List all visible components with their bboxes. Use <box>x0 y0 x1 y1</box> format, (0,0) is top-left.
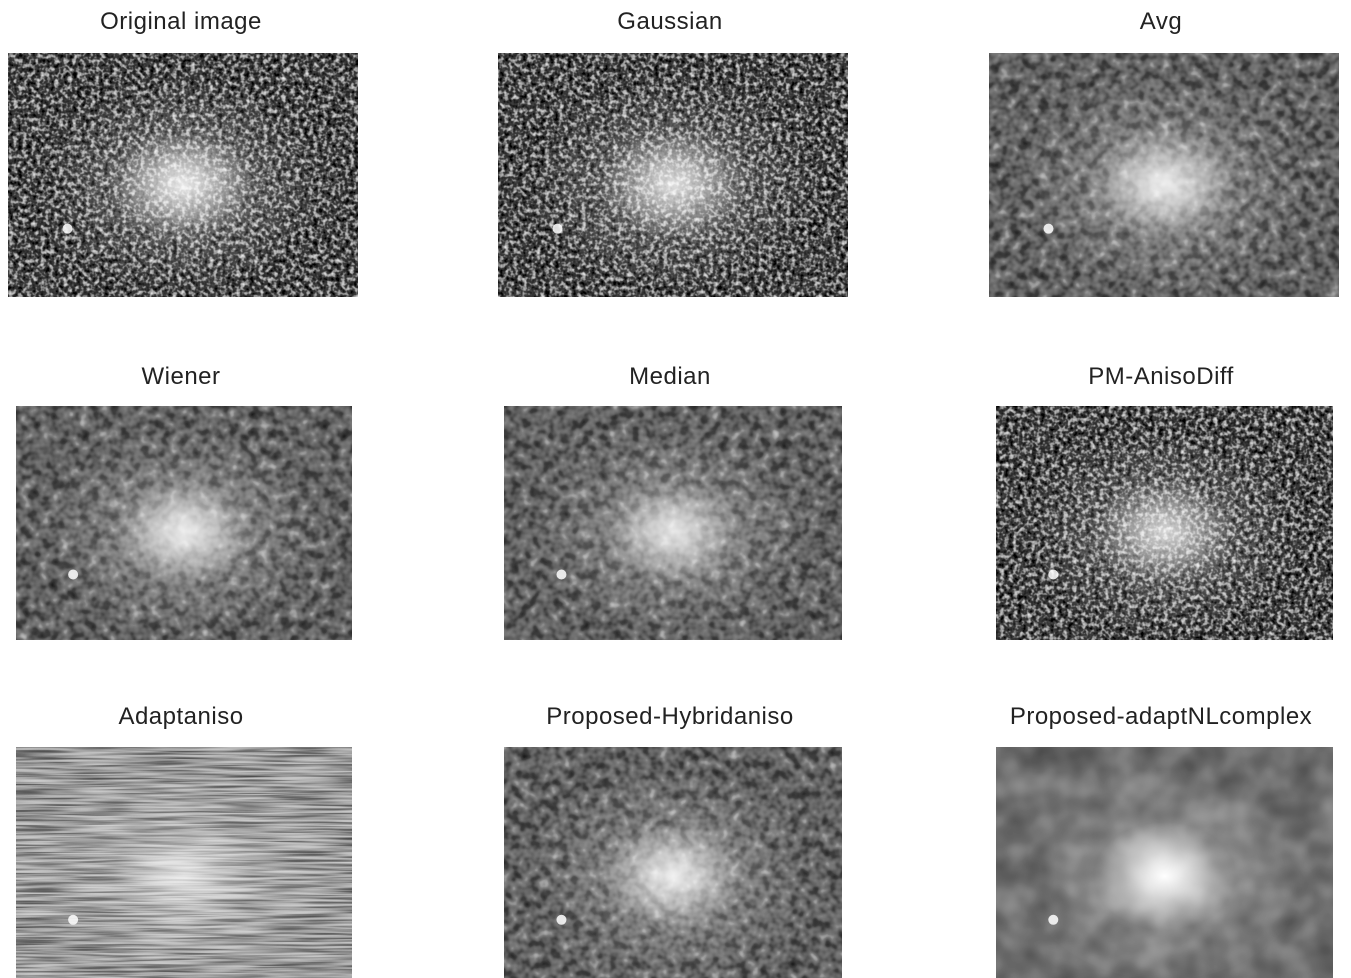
image-star <box>556 569 566 579</box>
image-glow <box>43 422 325 633</box>
image-glow <box>531 764 815 978</box>
image-panel: PM-AnisoDiff <box>996 363 1333 640</box>
image-star <box>556 915 566 925</box>
image-panel: Adaptaniso <box>16 703 352 978</box>
image-glow <box>526 70 820 290</box>
image-glow <box>1017 70 1311 290</box>
panel-title: Original image <box>100 8 262 35</box>
figure: Original image Gaussian Avg Wiener Median PM-… <box>0 0 1351 978</box>
panel-title: Gaussian <box>617 8 722 35</box>
panel-title: Avg <box>1140 8 1182 35</box>
panel-title: Median <box>629 363 711 390</box>
image-panel: Median <box>504 363 842 640</box>
image-star <box>553 224 563 234</box>
image-star <box>68 915 78 925</box>
page: Original image Gaussian Avg Wiener Median PM-… <box>0 0 1351 978</box>
image-star <box>1044 224 1054 234</box>
panel-title: Adaptaniso <box>118 703 243 730</box>
image-glow <box>43 764 325 978</box>
image-panel: Avg <box>989 8 1339 297</box>
image-glow <box>1023 422 1306 633</box>
image-glow <box>1023 764 1306 978</box>
image-panel: Proposed-Hybridaniso <box>504 703 842 978</box>
image-panel: Original image <box>8 8 358 297</box>
image-glow <box>531 422 815 633</box>
image-star <box>63 224 73 234</box>
image-glow <box>36 70 330 290</box>
image-panel: Proposed-adaptNLcomplex <box>996 703 1333 978</box>
image-star <box>68 569 78 579</box>
panel-title: Proposed-Hybridaniso <box>546 703 793 730</box>
image-panel: Wiener <box>16 363 352 640</box>
panel-title: PM-AnisoDiff <box>1088 363 1234 390</box>
panel-title: Proposed-adaptNLcomplex <box>1010 703 1312 730</box>
panel-title: Wiener <box>141 363 220 390</box>
image-star <box>1048 569 1058 579</box>
image-star <box>1048 915 1058 925</box>
image-panel: Gaussian <box>498 8 848 297</box>
